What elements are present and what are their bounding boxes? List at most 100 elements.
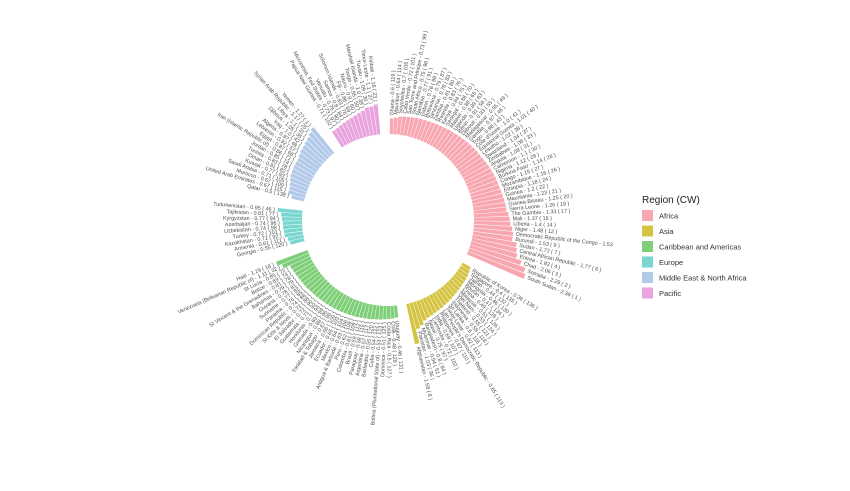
- bar-asia-9: [440, 286, 453, 301]
- bar-caribbean-and-americas-14: [339, 295, 351, 313]
- bar-africa-41: [473, 228, 514, 237]
- legend-swatch: [642, 225, 653, 237]
- bar-africa-37: [473, 211, 509, 218]
- bar-middle-east-north-africa-3: [289, 181, 308, 192]
- bar-africa-29: [467, 176, 497, 191]
- bar-label: Azerbaijan - 0.74 ( 96 ): [225, 221, 280, 229]
- bar-africa-39: [473, 221, 511, 226]
- bar-europe-0: [289, 238, 305, 245]
- bar-asia-19: [409, 302, 421, 330]
- bar-asia-17: [416, 300, 427, 321]
- bar-label: Uruguay - 0.46 ( 131 ): [393, 320, 404, 373]
- bar-caribbean-and-americas-4: [378, 305, 384, 320]
- bar-middle-east-north-africa-5: [290, 173, 311, 186]
- bar-africa-7: [413, 118, 424, 139]
- legend-label: Europe: [659, 258, 683, 267]
- bar-asia-13: [428, 294, 441, 311]
- bar-middle-east-north-africa-16: [310, 127, 335, 155]
- bar-middle-east-north-africa-7: [293, 164, 314, 179]
- bar-pacific-11: [373, 104, 381, 135]
- bar-caribbean-and-americas-28: [294, 262, 315, 277]
- bar-africa-35: [473, 202, 506, 211]
- bar-europe-1: [287, 234, 304, 241]
- legend-swatch: [642, 210, 653, 221]
- bar-middle-east-north-africa-9: [297, 157, 318, 173]
- bar-africa-34: [472, 198, 505, 207]
- bar-caribbean-and-americas-31: [282, 253, 310, 269]
- bar-label: Cuba - 0.54 ( 122 ): [369, 322, 380, 368]
- bar-pacific-2: [338, 124, 351, 144]
- bar-africa-1: [393, 117, 398, 135]
- bar-caribbean-and-americas-7: [366, 304, 373, 320]
- bar-middle-east-north-africa-13: [304, 140, 327, 163]
- bar-africa-4: [403, 116, 411, 136]
- bar-asia-12: [431, 292, 444, 309]
- bar-africa-22: [455, 150, 479, 170]
- bar-label: Mali - 1.37 ( 15 ): [513, 216, 553, 222]
- bar-asia-2: [457, 268, 469, 278]
- bar-middle-east-north-africa-8: [295, 161, 316, 176]
- bar-label: Turkey - 0.72 ( 101 ): [232, 229, 281, 240]
- bar-caribbean-and-americas-9: [358, 302, 367, 319]
- bar-pacific-0: [331, 129, 345, 148]
- bar-middle-east-north-africa-4: [289, 177, 310, 189]
- bar-caribbean-and-americas-17: [328, 290, 342, 307]
- legend-label: Pacific: [659, 289, 681, 298]
- bar-caribbean-and-americas-5: [374, 305, 380, 320]
- bar-africa-19: [448, 141, 470, 162]
- bar-label: Uzbekistan - 0.74 ( 98 ): [224, 225, 281, 235]
- bar-pacific-7: [356, 112, 367, 138]
- bar-pacific-8: [360, 110, 371, 137]
- bar-caribbean-and-americas-21: [314, 281, 331, 298]
- bar-label: Sierra Leone - 1.26 ( 19 ): [509, 201, 570, 212]
- bar-caribbean-and-americas-13: [343, 297, 354, 314]
- bar-africa-31: [469, 184, 500, 197]
- bar-middle-east-north-africa-2: [289, 186, 307, 195]
- bar-caribbean-and-americas-10: [354, 301, 363, 318]
- bar-africa-6: [410, 117, 419, 138]
- bar-caribbean-and-americas-26: [300, 268, 319, 283]
- bars-layer: [276, 104, 526, 345]
- bar-middle-east-north-africa-10: [298, 153, 320, 171]
- bar-africa-13: [432, 127, 448, 148]
- bar-caribbean-and-americas-23: [308, 276, 326, 292]
- bar-caribbean-and-americas-1: [390, 305, 395, 319]
- bar-asia-6: [448, 279, 460, 291]
- bar-africa-48: [466, 251, 526, 279]
- bar-label: Niger - 1.48 ( 12 ): [515, 226, 558, 235]
- legend-swatch: [642, 256, 653, 268]
- bar-africa-11: [426, 123, 440, 145]
- bar-pacific-1: [335, 127, 348, 146]
- bar-label: Liberia - 1.4 ( 14 ): [513, 221, 556, 228]
- bar-caribbean-and-americas-16: [332, 292, 345, 309]
- bar-africa-38: [473, 216, 510, 222]
- bar-africa-42: [472, 231, 513, 242]
- bar-asia-11: [434, 290, 447, 306]
- bar-africa-15: [438, 131, 455, 152]
- bar-asia-15: [422, 297, 434, 316]
- bar-asia-1: [459, 265, 470, 274]
- bar-africa-0: [389, 118, 394, 135]
- bar-asia-10: [437, 288, 450, 303]
- bar-africa-9: [419, 120, 432, 142]
- bar-middle-east-north-africa-1: [288, 190, 306, 199]
- bar-pacific-4: [345, 119, 357, 141]
- bar-africa-20: [450, 144, 473, 164]
- bar-caribbean-and-americas-32: [276, 250, 309, 266]
- bar-caribbean-and-americas-15: [335, 294, 348, 311]
- bar-middle-east-north-africa-14: [306, 136, 330, 160]
- bar-asia-7: [445, 281, 458, 294]
- bar-europe-5: [282, 221, 303, 225]
- legend: Region (CW) Africa Asia Caribbean and Amer…: [642, 195, 747, 299]
- bar-label: Kiribati - 1.16 ( 23 ): [367, 56, 378, 102]
- bar-caribbean-and-americas-0: [393, 305, 399, 318]
- bar-middle-east-north-africa-12: [302, 144, 325, 165]
- bar-africa-3: [400, 116, 407, 136]
- bar-africa-12: [429, 125, 444, 147]
- bar-africa-16: [440, 133, 459, 155]
- bar-caribbean-and-americas-24: [305, 273, 323, 290]
- bar-africa-26: [463, 164, 490, 181]
- bar-europe-4: [282, 224, 303, 230]
- bar-caribbean-and-americas-18: [324, 288, 339, 305]
